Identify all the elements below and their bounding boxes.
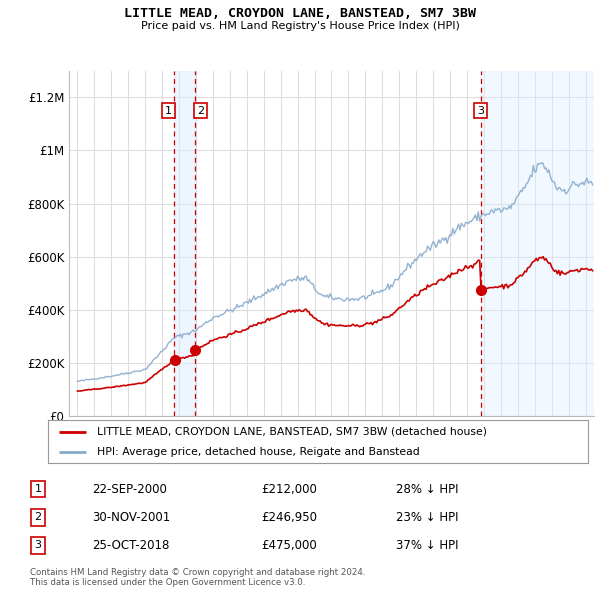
Text: 2: 2: [35, 512, 41, 522]
Text: 23% ↓ HPI: 23% ↓ HPI: [396, 511, 459, 524]
Bar: [481, 71, 594, 416]
Text: HPI: Average price, detached house, Reigate and Banstead: HPI: Average price, detached house, Reig…: [97, 447, 419, 457]
Text: 2: 2: [197, 106, 204, 116]
Text: 1: 1: [165, 106, 172, 116]
Text: £475,000: £475,000: [261, 539, 317, 552]
Text: £212,000: £212,000: [261, 483, 317, 496]
Text: This data is licensed under the Open Government Licence v3.0.: This data is licensed under the Open Gov…: [30, 578, 305, 587]
Text: 30-NOV-2001: 30-NOV-2001: [92, 511, 170, 524]
Text: 1: 1: [35, 484, 41, 494]
Text: 28% ↓ HPI: 28% ↓ HPI: [396, 483, 459, 496]
Text: 3: 3: [477, 106, 484, 116]
Bar: [175, 71, 194, 416]
Text: 22-SEP-2000: 22-SEP-2000: [92, 483, 167, 496]
Text: Price paid vs. HM Land Registry's House Price Index (HPI): Price paid vs. HM Land Registry's House …: [140, 21, 460, 31]
Text: LITTLE MEAD, CROYDON LANE, BANSTEAD, SM7 3BW: LITTLE MEAD, CROYDON LANE, BANSTEAD, SM7…: [124, 7, 476, 20]
Text: 37% ↓ HPI: 37% ↓ HPI: [396, 539, 459, 552]
Text: Contains HM Land Registry data © Crown copyright and database right 2024.: Contains HM Land Registry data © Crown c…: [30, 568, 365, 577]
Text: 3: 3: [35, 540, 41, 550]
Text: £246,950: £246,950: [261, 511, 317, 524]
Text: 25-OCT-2018: 25-OCT-2018: [92, 539, 169, 552]
Text: LITTLE MEAD, CROYDON LANE, BANSTEAD, SM7 3BW (detached house): LITTLE MEAD, CROYDON LANE, BANSTEAD, SM7…: [97, 427, 487, 437]
